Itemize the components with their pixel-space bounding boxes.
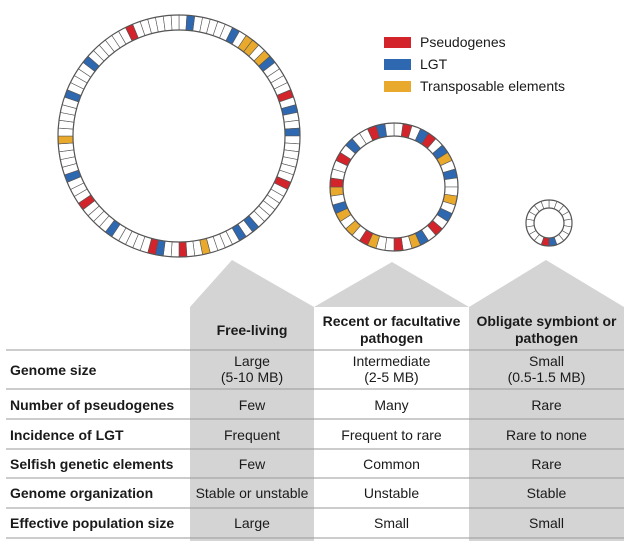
table-cell: Few	[238, 456, 266, 472]
table-cell: Many	[374, 397, 409, 413]
legend-swatch-pseudogenes	[384, 37, 411, 48]
genome-ring-inner	[342, 135, 446, 239]
table-cell: Common	[363, 456, 420, 472]
genome-ring-medium	[329, 122, 459, 252]
genome-ring-inner	[72, 29, 286, 243]
row-label-population-size: Effective population size	[10, 515, 175, 531]
table-cell: Frequent to rare	[341, 427, 442, 443]
legend-swatch-lgt	[384, 59, 411, 70]
genome-segment	[329, 186, 344, 197]
table-cell: Frequent	[223, 427, 281, 443]
genome-segment	[393, 237, 404, 252]
genome-segment	[57, 127, 74, 137]
genome-ring-small	[525, 199, 573, 247]
genome-segment	[57, 135, 74, 145]
genome-segment	[170, 14, 180, 31]
table-cell: Stable	[526, 485, 567, 501]
legend-label: Transposable elements	[420, 78, 566, 94]
genome-segment	[384, 122, 395, 137]
genome-ring-outer	[525, 199, 573, 247]
table-cell: Large	[234, 515, 270, 531]
table-cell: Small	[373, 515, 409, 531]
column-header-free-living: Free-living	[216, 321, 288, 338]
column-header-obligate-symbiont: Obligate symbiont or pathogen	[476, 313, 617, 346]
shade-obligate	[469, 260, 624, 541]
genome-segment	[178, 241, 188, 258]
legend-label: LGT	[420, 56, 448, 72]
legend-swatch-transposable	[384, 81, 411, 92]
shade-free-living	[190, 260, 314, 541]
column-header-recent-pathogen: Recent or facultative pathogen	[322, 313, 461, 346]
table-cell: Small	[528, 515, 564, 531]
row-label-selfish-elements: Selfish genetic elements	[10, 456, 174, 472]
row-label-lgt: Incidence of LGT	[10, 427, 124, 443]
table-cell: Stable or unstable	[195, 485, 309, 501]
genome-segment	[284, 127, 301, 137]
genome-ring-outer	[57, 14, 301, 258]
row-label-genome-size: Genome size	[10, 362, 97, 378]
table-cell: Intermediate (2-5 MB)	[352, 353, 431, 385]
table-cell: Rare to none	[506, 427, 587, 443]
row-label-genome-organization: Genome organization	[10, 485, 154, 501]
table-cell: Small (0.5-1.5 MB)	[507, 353, 586, 385]
genome-segment	[444, 177, 459, 188]
row-label-pseudogenes: Number of pseudogenes	[10, 397, 175, 413]
genome-ring-large	[57, 14, 301, 258]
table-cell: Large (5-10 MB)	[220, 353, 284, 385]
genome-segment	[178, 14, 188, 31]
legend-label: Pseudogenes	[420, 34, 506, 50]
genome-segment	[170, 241, 180, 258]
table-cell: Unstable	[363, 485, 420, 501]
table-cell: Few	[238, 397, 266, 413]
genome-segment	[284, 135, 301, 145]
table-cell: Rare	[531, 397, 562, 413]
genome-ring-outer	[329, 122, 459, 252]
genome-ring-inner	[533, 207, 565, 239]
shade-recent-pathogen-connector	[314, 262, 469, 307]
table-cell: Rare	[531, 456, 562, 472]
